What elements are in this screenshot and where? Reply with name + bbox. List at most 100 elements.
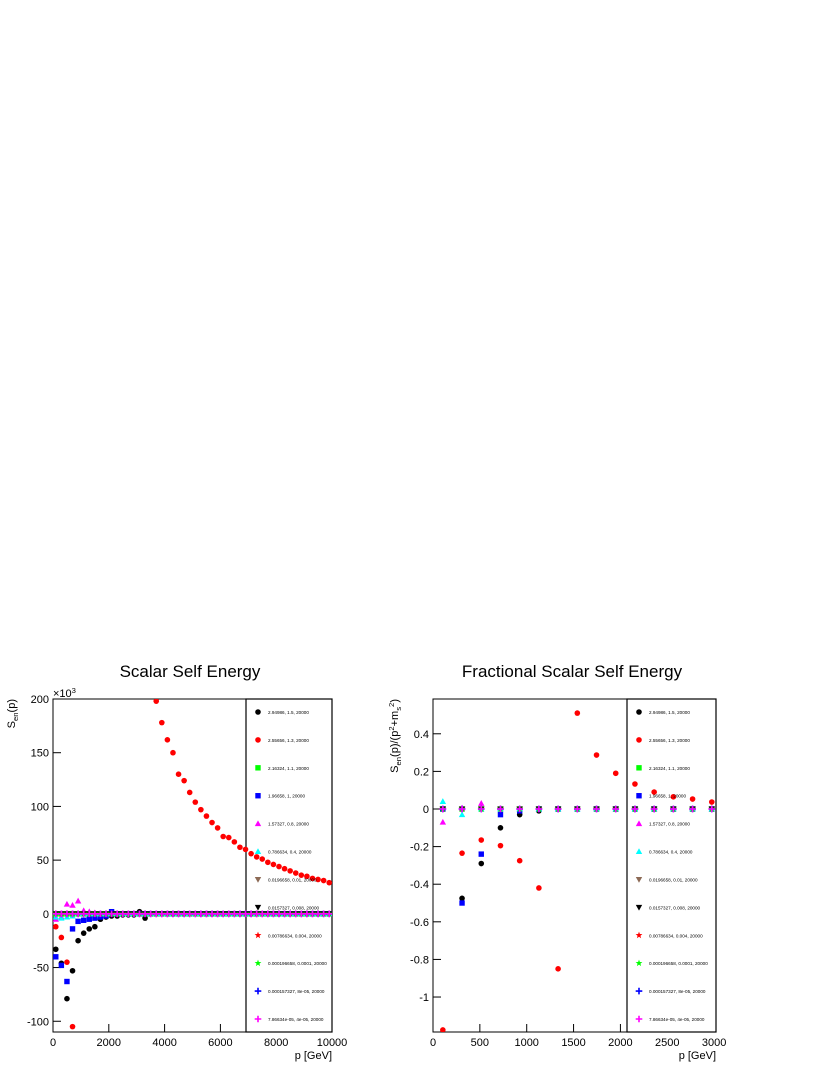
point <box>593 805 600 813</box>
point <box>612 805 620 813</box>
y-multiplier-part: 3 <box>72 686 76 695</box>
point <box>459 900 465 906</box>
point <box>225 910 233 918</box>
x-tick-label: 2000 <box>608 1037 632 1049</box>
point <box>69 901 76 908</box>
point <box>159 719 165 726</box>
point <box>309 910 316 918</box>
point <box>459 895 465 902</box>
x-tick-label: 2000 <box>97 1037 121 1049</box>
legend-label: 0.000157327, 8e-05, 20000 <box>268 989 325 994</box>
point <box>203 813 210 819</box>
y-tick-label: 0 <box>423 804 429 816</box>
point <box>689 796 696 802</box>
legend-marker <box>636 709 642 715</box>
point <box>292 870 299 876</box>
point <box>58 934 65 941</box>
chart-title: Scalar Self Energy <box>120 662 261 681</box>
point <box>125 910 132 918</box>
point <box>287 868 293 874</box>
point <box>141 910 149 918</box>
point <box>130 910 138 918</box>
legend-marker <box>254 876 262 883</box>
x-axis-label: p [GeV] <box>679 1050 716 1062</box>
point <box>69 910 76 918</box>
y-tick-label: -1 <box>419 992 429 1004</box>
legend-box <box>626 698 717 1033</box>
x-tick-label: 2500 <box>655 1037 679 1049</box>
x-tick-label: 500 <box>471 1037 489 1049</box>
point <box>651 789 657 795</box>
x-tick-label: 8000 <box>264 1037 288 1049</box>
point <box>175 771 182 777</box>
point <box>63 910 71 918</box>
point <box>298 872 305 878</box>
point <box>209 819 215 826</box>
point <box>197 910 205 918</box>
y-axis-label-part: +m <box>389 711 401 727</box>
legend-label: 7.86634e-05, 4e-05, 20000 <box>268 1017 324 1022</box>
point <box>478 837 485 843</box>
point <box>248 850 254 857</box>
point <box>253 854 260 860</box>
point <box>439 805 447 813</box>
point <box>231 839 238 845</box>
point <box>650 805 658 813</box>
point <box>236 910 244 918</box>
legend-label: 1.57327, 0.8, 20000 <box>268 822 309 827</box>
point <box>97 910 104 918</box>
point <box>192 799 199 805</box>
point <box>265 859 271 866</box>
legend-label: 0.786634, 0.4, 20000 <box>268 850 312 855</box>
legend-label: 0.00786634, 0.004, 20000 <box>649 933 703 938</box>
point <box>69 967 76 974</box>
point <box>304 873 310 880</box>
y-tick-label: 0 <box>43 909 49 921</box>
point <box>478 800 485 806</box>
point <box>497 811 504 818</box>
point <box>181 777 187 784</box>
point <box>142 915 148 921</box>
legend-label: 1.96658, 1, 20000 <box>268 794 305 799</box>
y-axis-label-part: (p) <box>6 699 18 712</box>
legend-marker <box>636 765 642 771</box>
point <box>516 857 523 864</box>
legend-label: 7.86634e-05, 4e-05, 20000 <box>649 1017 705 1022</box>
legend-label: 0.00786634, 0.004, 20000 <box>268 933 322 938</box>
point <box>69 1023 76 1030</box>
legend-label: 2.55656, 1.3, 20000 <box>649 738 690 743</box>
point <box>63 900 71 907</box>
legend-label: 0.0157327, 0.008, 20000 <box>268 905 320 910</box>
point <box>315 876 321 883</box>
legend-marker <box>636 793 642 799</box>
y-tick-label: -0.8 <box>410 954 429 966</box>
point <box>80 930 87 936</box>
x-tick-label: 4000 <box>152 1037 176 1049</box>
legend-label: 2.94986, 1.5, 20000 <box>268 710 309 715</box>
point <box>516 805 523 813</box>
point <box>708 799 715 805</box>
y-tick-label: 200 <box>31 694 49 706</box>
point <box>147 910 154 918</box>
y-axis-label-part: en <box>394 757 403 766</box>
x-tick-label: 10000 <box>317 1037 348 1049</box>
point <box>237 844 243 851</box>
y-axis-label-part: 2 <box>387 726 396 730</box>
point <box>152 910 160 918</box>
point <box>58 914 65 921</box>
point <box>64 995 70 1002</box>
point <box>536 885 542 891</box>
point <box>286 910 294 918</box>
point <box>158 910 166 918</box>
point <box>439 798 447 804</box>
point <box>69 926 76 932</box>
point <box>102 910 110 918</box>
point <box>53 923 59 930</box>
point <box>113 910 121 918</box>
legend-marker <box>254 820 262 827</box>
legend-marker <box>254 1015 262 1023</box>
y-axis-label-part: 2 <box>387 703 396 707</box>
point <box>574 805 581 813</box>
legend-marker <box>254 959 262 967</box>
x-tick-label: 6000 <box>208 1037 232 1049</box>
